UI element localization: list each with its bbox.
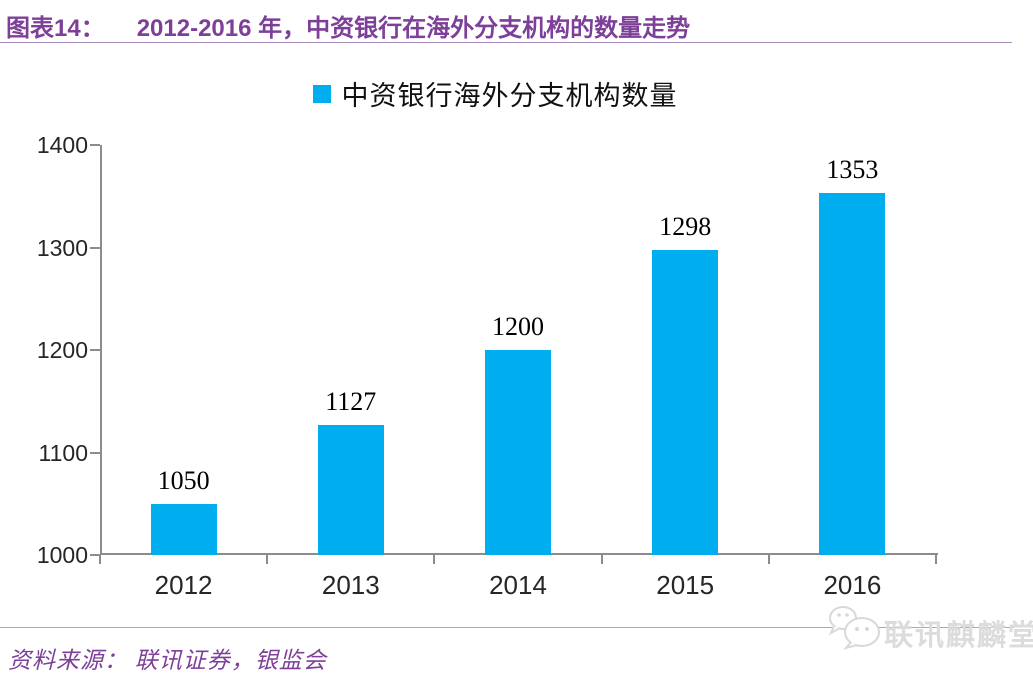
y-axis-tick-mark bbox=[90, 554, 100, 556]
bar-2013 bbox=[317, 424, 384, 555]
header-divider-line bbox=[0, 42, 1012, 43]
y-axis-tick-label: 1100 bbox=[38, 439, 88, 466]
x-axis-category-label: 2016 bbox=[823, 570, 882, 600]
bar-value-label: 1353 bbox=[826, 155, 879, 185]
bar-2014 bbox=[485, 350, 551, 555]
x-axis-category-label: 2015 bbox=[656, 570, 715, 600]
figure-header: 图表14： 2012-2016 年，中资银行在海外分支机构的数量走势 bbox=[6, 8, 690, 43]
x-axis-category-label: 2014 bbox=[489, 570, 547, 600]
legend-series-label: 中资银行海外分支机构数量 bbox=[341, 81, 678, 111]
figure-title: 2012-2016 年，中资银行在海外分支机构的数量走势 bbox=[136, 15, 691, 42]
bar-2016 bbox=[819, 193, 886, 555]
brand-name-watermark: 联讯麒麟堂 bbox=[884, 620, 1033, 652]
y-axis-tick-label: 1200 bbox=[36, 337, 88, 363]
y-axis-tick-mark bbox=[90, 144, 100, 146]
x-axis-tick-mark bbox=[99, 555, 101, 564]
bar-value-label: 1050 bbox=[157, 465, 210, 495]
chat-bubbles-icon bbox=[828, 606, 880, 650]
brand-watermark: 联讯麒麟堂 bbox=[826, 602, 1033, 652]
bar-2012 bbox=[150, 503, 217, 555]
legend-swatch-icon bbox=[312, 84, 331, 103]
bar-2015 bbox=[652, 249, 719, 555]
y-axis-tick-mark bbox=[90, 451, 100, 454]
x-axis-category-label: 2012 bbox=[154, 570, 213, 600]
bar-value-label: 1127 bbox=[325, 386, 377, 416]
x-axis-category-label: 2013 bbox=[321, 570, 380, 600]
x-axis-tick-mark bbox=[935, 555, 937, 564]
x-axis-tick-mark bbox=[433, 555, 436, 564]
y-axis-tick-label: 1400 bbox=[36, 132, 88, 158]
source-note: 资料来源： 联讯证券，银监会 bbox=[8, 648, 327, 673]
bar-value-label: 1298 bbox=[659, 211, 712, 241]
x-axis-tick-mark bbox=[266, 555, 269, 564]
x-axis-tick-mark bbox=[767, 555, 770, 564]
y-axis-tick-label: 1300 bbox=[36, 234, 88, 261]
figure-number-label: 图表14： bbox=[6, 15, 105, 42]
x-axis-tick-mark bbox=[600, 555, 603, 564]
y-axis-tick-mark bbox=[90, 349, 100, 351]
y-axis-tick-label: 1000 bbox=[36, 542, 88, 568]
footer-divider-line bbox=[0, 627, 1014, 628]
bar-value-label: 1200 bbox=[492, 312, 544, 341]
y-axis-tick-mark bbox=[90, 246, 100, 249]
chart-legend: 中资银行海外分支机构数量 bbox=[0, 74, 990, 113]
